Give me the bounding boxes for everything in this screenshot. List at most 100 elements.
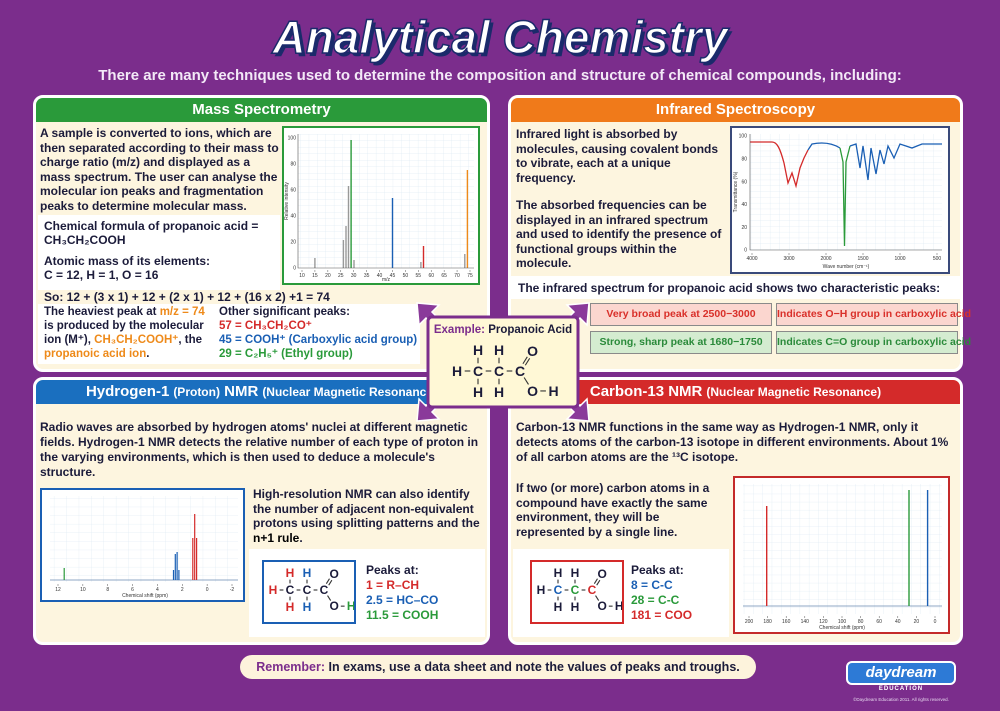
spectrum: Chemical shift (ppm) 200 180 160 140 120 100 8… xyxy=(743,484,942,631)
y-tick-label: 100 xyxy=(739,134,748,140)
plot-area xyxy=(743,484,942,614)
text: CH₃CH₂COOH⁺ xyxy=(94,334,179,346)
heading-text: Carbon-13 NMR xyxy=(589,383,703,400)
atom: H xyxy=(452,363,462,379)
peak-text: 28 = C-C xyxy=(631,593,680,607)
spectrum: m/z Relative intensity 10 15 20 25 30 35 40 45 5… xyxy=(284,134,474,283)
y-tick-label: 40 xyxy=(290,214,296,220)
atom: H xyxy=(473,384,483,400)
heading-text: (Proton) xyxy=(173,385,220,399)
x-tick-label: 75 xyxy=(467,273,473,279)
calculation: So: 12 + (3 x 1) + 12 + (2 x 1) + 12 + (… xyxy=(44,290,330,304)
atom: C xyxy=(494,363,504,379)
text: In exams, use a data sheet and note the … xyxy=(328,660,740,674)
paragraph: A sample is converted to ions, which are… xyxy=(40,126,279,213)
x-tick-label: 160 xyxy=(782,619,791,625)
text: Atomic mass of its elements: xyxy=(44,254,211,268)
text: Propanoic Acid xyxy=(488,324,573,336)
bond xyxy=(327,595,332,601)
y-tick-label: 80 xyxy=(290,162,296,168)
bond xyxy=(325,578,330,584)
bond xyxy=(596,579,601,586)
x-axis-label: Wave number (cm⁻¹) xyxy=(823,264,870,270)
x-tick-label: 70 xyxy=(454,273,460,279)
text: The heaviest peak at xyxy=(44,306,160,318)
remember-bar: Remember: In exams, use a data sheet and… xyxy=(240,655,756,679)
paragraph: Radio waves are absorbed by hydrogen ato… xyxy=(40,420,479,479)
x-tick-label: 80 xyxy=(858,619,864,625)
atom: C xyxy=(571,583,580,597)
peak-text: 181 = COO xyxy=(631,608,693,622)
bond xyxy=(593,578,598,584)
text: Example: xyxy=(433,324,485,336)
atom: H xyxy=(473,342,483,358)
x-tick-label: 60 xyxy=(428,273,434,279)
text: Peaks at: xyxy=(366,563,419,577)
panel-heading: Infrared Spectroscopy xyxy=(511,98,960,122)
atom: C xyxy=(473,363,483,379)
y-tick-label: 60 xyxy=(741,179,747,185)
x-tick-label: 15 xyxy=(312,273,318,279)
x-tick-label: 25 xyxy=(338,273,344,279)
panel-heading: Mass Spectrometry xyxy=(36,98,487,122)
carbon-nmr-spectrum: Chemical shift (ppm) 200 180 160 140 120 100 8… xyxy=(733,476,950,634)
peak-text: 8 = C-C xyxy=(631,578,673,592)
x-tick-label: 4 xyxy=(156,587,159,593)
paragraph: High-resolution NMR can also identify th… xyxy=(253,487,485,545)
x-tick-label: 200 xyxy=(745,619,754,625)
text: Peaks at: xyxy=(631,563,684,577)
atom: O xyxy=(527,343,538,359)
atom: C xyxy=(554,583,563,597)
atom: C xyxy=(320,583,329,597)
text: is produced by the molecular ion (M⁺), xyxy=(44,320,204,346)
example-title: Example: Propanoic Acid xyxy=(428,323,578,338)
y-tick-label: 0 xyxy=(744,248,747,254)
x-tick-label: 50 xyxy=(403,273,409,279)
atom: H xyxy=(494,342,504,358)
atom: H xyxy=(571,600,580,614)
bond xyxy=(595,595,600,601)
atom: H xyxy=(571,566,580,580)
y-axis-label: Transmittance (%) xyxy=(733,171,739,212)
text: Other significant peaks: xyxy=(219,306,351,318)
logo: daydream xyxy=(846,661,956,685)
x-axis-label: m/z xyxy=(382,277,391,283)
atom: H xyxy=(286,566,295,580)
atom: H xyxy=(494,384,504,400)
text: High-resolution NMR can also identify th… xyxy=(253,487,480,530)
peak-text: 29 = C₂H₅⁺ (Ethyl group) xyxy=(219,348,353,360)
x-axis-label: Chemical shift (ppm) xyxy=(819,625,865,631)
x-tick-label: 1000 xyxy=(894,256,905,262)
y-tick-label: 100 xyxy=(288,136,297,142)
text: The infrared spectrum for propanoic acid… xyxy=(518,281,941,295)
x-tick-label: 10 xyxy=(80,587,86,593)
bond xyxy=(522,356,528,365)
x-tick-label: 6 xyxy=(131,587,134,593)
molecule: H H OH C C CH H O H xyxy=(537,566,624,614)
paragraph: If two (or more) carbon atoms in a compo… xyxy=(516,481,710,539)
x-tick-label: 65 xyxy=(441,273,447,279)
x-tick-label: 20 xyxy=(325,273,331,279)
x-tick-label: 1500 xyxy=(857,256,868,262)
text: . xyxy=(146,348,150,360)
y-tick-label: 60 xyxy=(290,188,296,194)
peak-text: 1 = R–CH xyxy=(366,578,420,592)
plot-area xyxy=(298,134,474,268)
paragraph: The absorbed frequencies can be displaye… xyxy=(516,198,722,270)
x-tick-label: 45 xyxy=(390,273,396,279)
x-tick-label: 60 xyxy=(876,619,882,625)
x-tick-label: 8 xyxy=(106,587,109,593)
text: n+1 rule xyxy=(253,530,300,545)
copyright: ©Daydream Education 2011. All rights res… xyxy=(853,697,949,702)
atom: C xyxy=(286,583,295,597)
text-box xyxy=(511,276,960,299)
logo-subtitle: EDUCATION xyxy=(878,686,924,692)
peak-text: 2.5 = HC–CO xyxy=(366,593,439,607)
x-tick-label: 0 xyxy=(934,619,937,625)
example-frame xyxy=(416,302,590,422)
atom: O xyxy=(330,567,339,581)
spectrum: Chemical shift (ppm) 12 10 8 6 4 2 0 -2 xyxy=(50,496,238,599)
axes xyxy=(749,134,942,251)
